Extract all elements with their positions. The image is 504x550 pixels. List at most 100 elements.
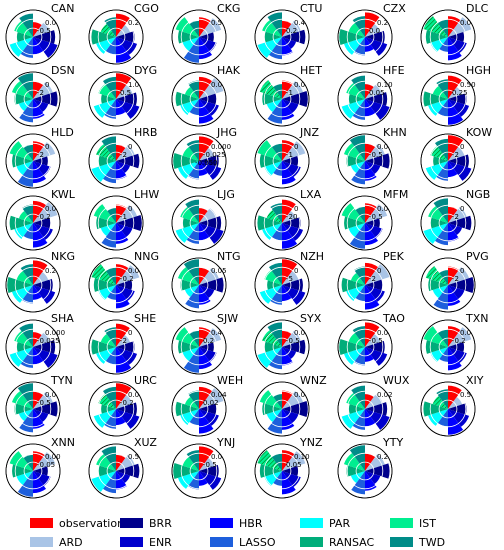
series-wedge xyxy=(199,223,210,241)
series-wedge xyxy=(436,79,448,99)
series-wedge xyxy=(199,76,213,99)
series-wedge xyxy=(100,334,116,347)
legend-swatch xyxy=(390,518,413,528)
legend-label: BRR xyxy=(149,517,172,530)
tick-label: -2 xyxy=(37,89,44,97)
station-label: JHG xyxy=(216,126,237,139)
panel-border xyxy=(171,133,227,189)
grid-ring xyxy=(106,27,126,47)
series-wedge-hatch xyxy=(423,16,448,37)
series-wedge xyxy=(282,91,308,107)
series-wedge xyxy=(33,142,56,161)
series-wedge xyxy=(262,92,282,106)
station-label: TAO xyxy=(382,312,405,325)
series-wedge xyxy=(434,223,448,246)
series-wedge xyxy=(116,99,126,116)
tick-label: 0.0 xyxy=(377,205,388,213)
series-wedge xyxy=(116,285,135,301)
grid-ring xyxy=(97,452,135,490)
panel-border xyxy=(254,257,310,313)
grid-ring xyxy=(97,266,135,304)
series-wedge xyxy=(262,402,282,416)
station-label: XUZ xyxy=(134,436,157,449)
grid-ring xyxy=(189,89,209,109)
series-wedge xyxy=(282,161,301,177)
tick-label: -0.025 xyxy=(203,151,226,159)
series-wedge xyxy=(365,99,376,117)
series-wedge xyxy=(448,277,474,293)
grid-ring xyxy=(189,151,209,171)
grid-ring xyxy=(23,275,43,295)
station-label: XIY xyxy=(466,374,484,387)
series-wedge xyxy=(189,20,199,37)
series-wedge xyxy=(365,409,376,427)
series-wedge xyxy=(116,205,138,223)
tick-label: -0.5 xyxy=(369,151,383,159)
grid-ring xyxy=(14,452,52,490)
grid-ring xyxy=(272,275,292,295)
series-wedge xyxy=(199,268,219,285)
series-wedge xyxy=(199,285,211,305)
legend-swatch xyxy=(210,537,233,547)
grid-ring xyxy=(97,142,135,180)
panel-border xyxy=(337,257,393,313)
series-wedge xyxy=(17,73,33,99)
radar-panel: HGH 0.500.25 xyxy=(420,64,491,127)
series-wedge xyxy=(116,347,138,365)
tick-label: 0 xyxy=(377,267,381,275)
series-wedge xyxy=(355,285,365,302)
tick-label: 0.0 xyxy=(128,267,139,275)
series-wedge xyxy=(33,81,44,99)
series-wedge xyxy=(14,21,33,37)
series-wedge xyxy=(199,216,222,230)
series-wedge xyxy=(343,347,365,365)
station-label: DSN xyxy=(51,64,75,77)
series-wedge xyxy=(339,339,365,355)
radar-panel: TYN 0.0-0.5 xyxy=(5,374,73,437)
series-wedge xyxy=(434,138,448,161)
series-wedge xyxy=(365,463,390,479)
tick-label: 0 xyxy=(294,267,298,275)
radar-panel: XNN 0.00-0.05 xyxy=(5,436,75,499)
station-label: NNG xyxy=(134,250,159,263)
radar-panel: TXN 0.0-0.2 xyxy=(420,312,488,375)
series-wedge xyxy=(102,471,116,494)
panel-border xyxy=(337,443,393,499)
series-wedge xyxy=(448,154,469,168)
series-wedge xyxy=(33,340,56,354)
series-wedge xyxy=(188,471,199,490)
series-wedge xyxy=(354,266,365,285)
legend-swatch xyxy=(30,518,53,528)
panel-border xyxy=(5,319,61,375)
radar-panel: HFE 0.100.05 xyxy=(337,64,405,127)
series-wedge xyxy=(199,464,219,478)
tick-label: 0.000 xyxy=(45,329,65,337)
series-wedge xyxy=(33,223,48,248)
series-wedge xyxy=(282,21,301,37)
series-wedge xyxy=(188,161,199,180)
series-wedge xyxy=(365,161,381,174)
radar-panel: XIY 0.5 xyxy=(420,374,484,437)
radar-panel: NTG 0.05 xyxy=(171,250,240,313)
series-wedge xyxy=(365,99,390,120)
panel-border xyxy=(5,9,61,65)
series-wedge xyxy=(116,73,132,99)
panel-border xyxy=(171,257,227,313)
series-wedge xyxy=(365,144,385,161)
series-wedge xyxy=(365,471,381,484)
series-wedge xyxy=(199,409,219,426)
panel-border xyxy=(171,71,227,127)
panel-border xyxy=(88,257,144,313)
series-wedge xyxy=(425,30,448,44)
grid-ring xyxy=(438,399,458,419)
series-wedge xyxy=(33,272,49,285)
series-wedge xyxy=(365,223,383,238)
tick-label: 0.00 xyxy=(45,453,61,461)
tick-label: 0.5 xyxy=(460,391,471,399)
radar-panel: WUX 0.02 xyxy=(337,374,410,437)
series-wedge xyxy=(33,332,51,347)
tick-label: -2 xyxy=(120,337,127,345)
legend-swatch xyxy=(120,518,143,528)
series-wedge xyxy=(346,83,365,99)
